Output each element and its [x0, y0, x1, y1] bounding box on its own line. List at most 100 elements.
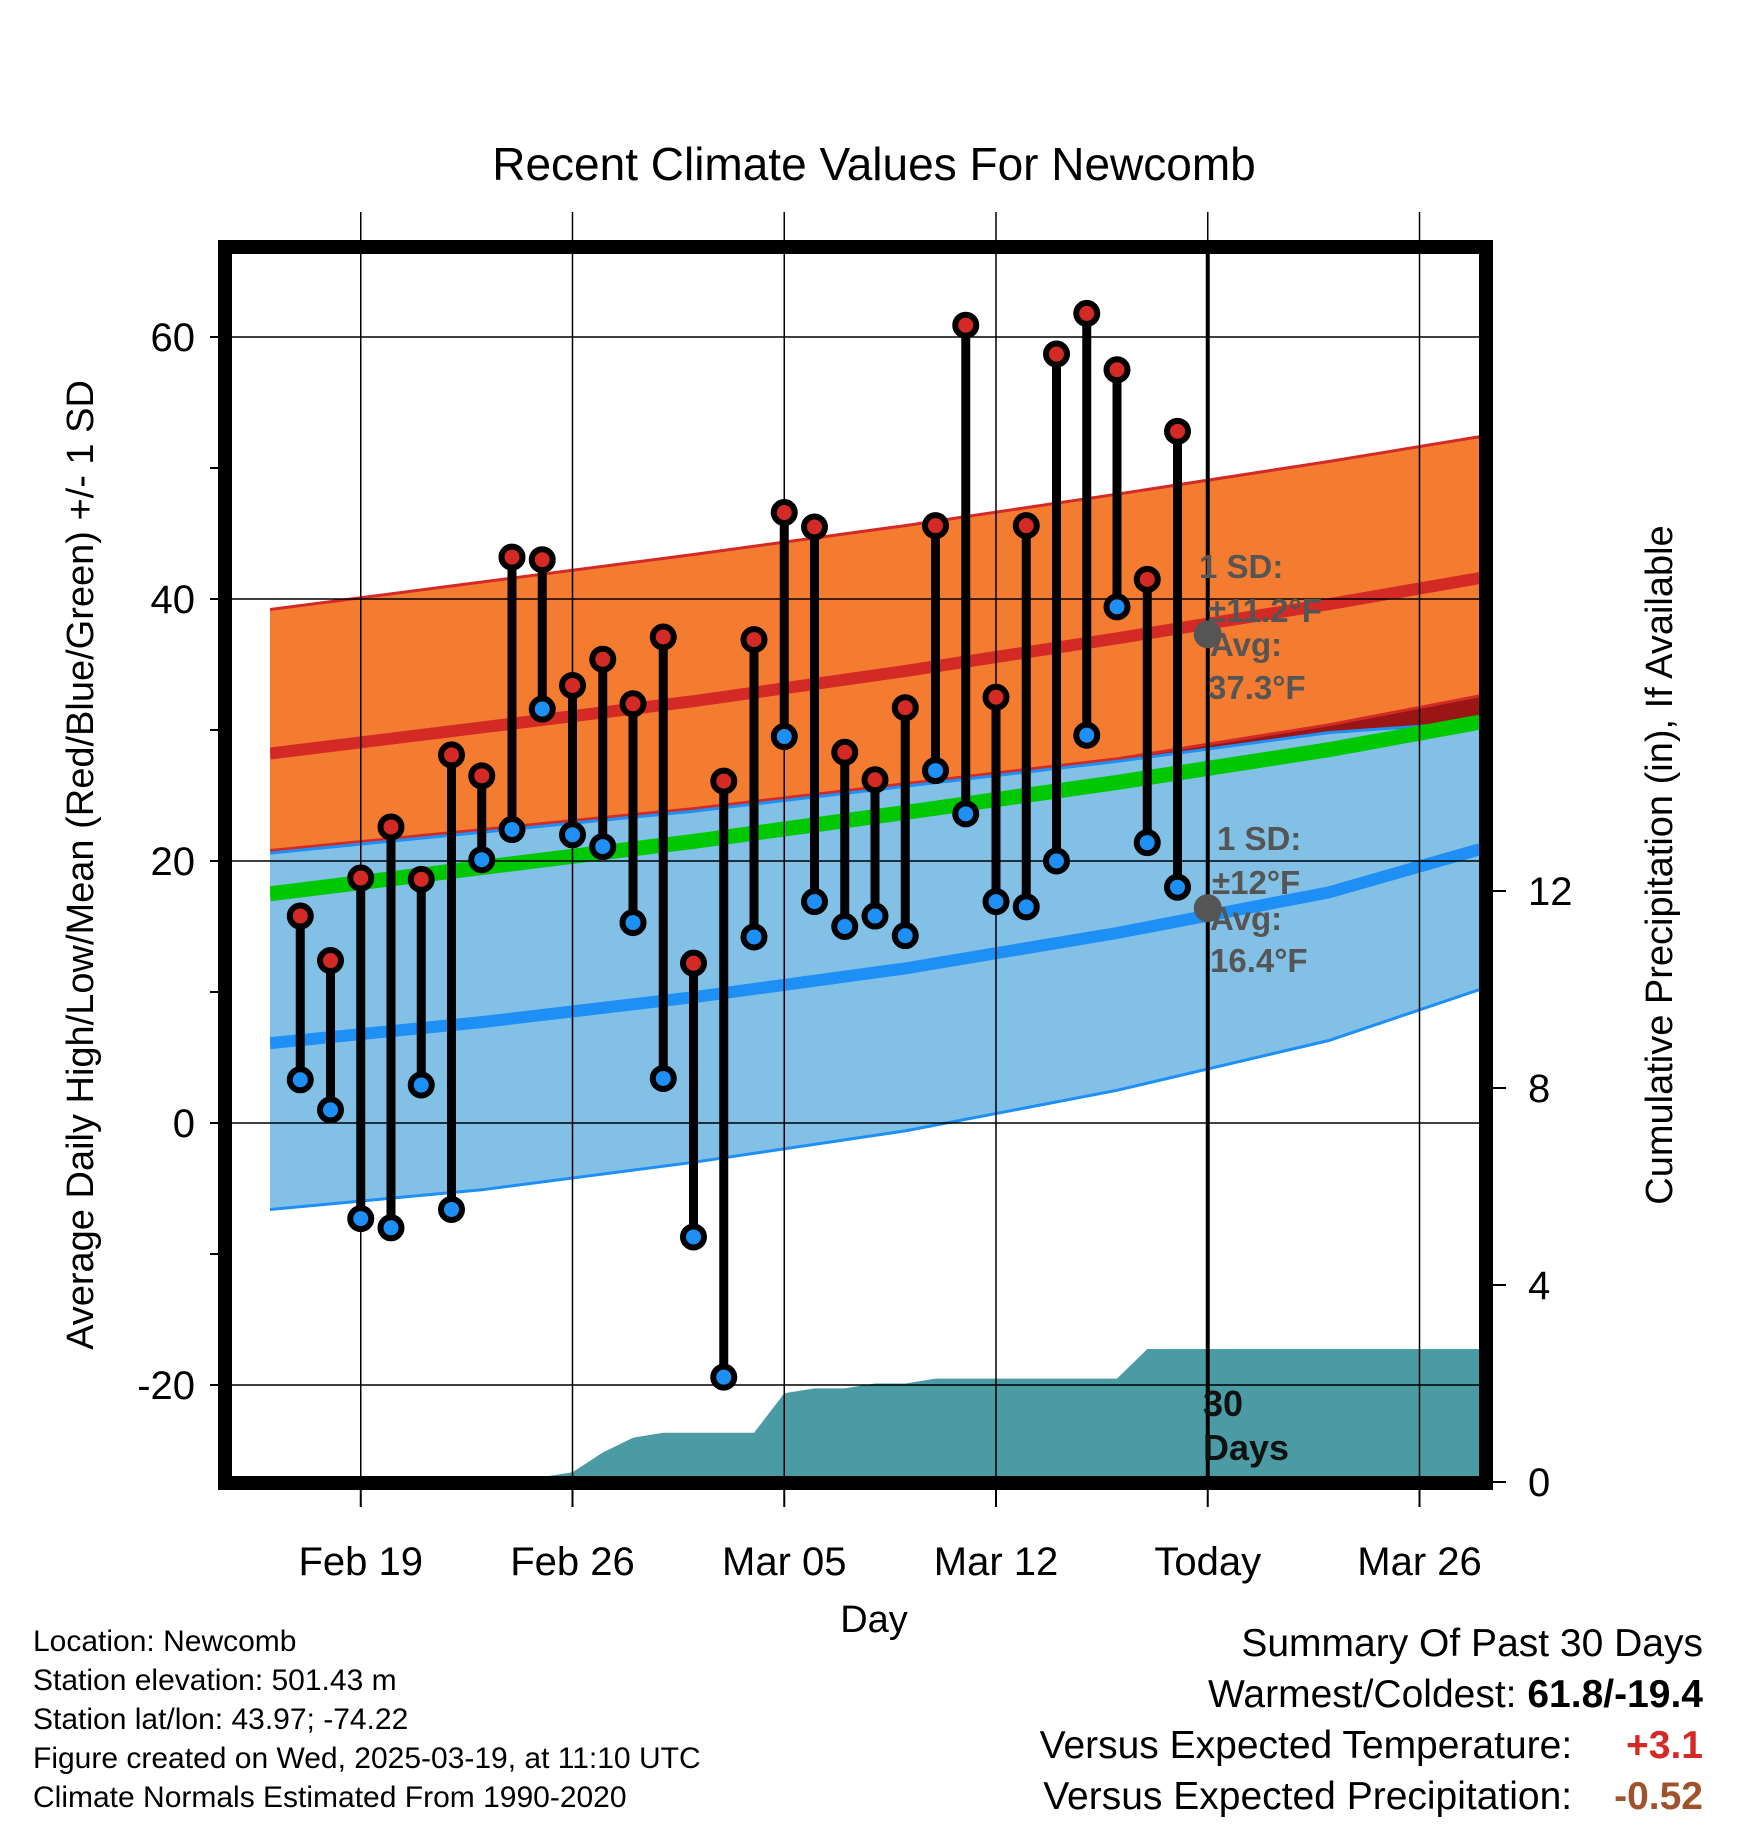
today-high-avg-marker: [1193, 620, 1222, 649]
x-tick-label: Mar 12: [934, 1540, 1059, 1584]
x-tick-label: Feb 26: [510, 1540, 635, 1584]
low-temp-point: [770, 723, 798, 751]
low-temp-point: [347, 1205, 375, 1233]
location-text: Location: Newcomb: [33, 1625, 297, 1658]
plot-frame: [218, 240, 1493, 1490]
latlon-text: Station lat/lon: 43.97; -74.22: [33, 1703, 409, 1736]
high-temp-point: [1103, 356, 1131, 384]
low-avg-label: Avg:: [1210, 900, 1282, 937]
low-temp-point: [407, 1071, 435, 1099]
y-tick-label: 40: [151, 578, 196, 622]
summary-precip: Versus Expected Precipitation: -0.52: [1040, 1771, 1703, 1822]
days-count-text: 30: [1203, 1383, 1243, 1424]
summary-temp: Versus Expected Temperature: +3.1: [1040, 1720, 1703, 1771]
low-temp-point: [377, 1214, 405, 1242]
station-info: Location: Newcomb Station elevation: 501…: [33, 1622, 701, 1817]
today-low-avg-marker: [1193, 894, 1222, 923]
high-temp-point: [377, 813, 405, 841]
warm-cold-label: Warmest/Coldest:: [1208, 1673, 1517, 1716]
low-temp-point: [286, 1066, 314, 1094]
low-sd-value: ±12°F: [1212, 864, 1300, 901]
summary-panel: Summary Of Past 30 Days Warmest/Coldest:…: [1040, 1618, 1703, 1822]
low-temp-point: [1073, 721, 1101, 749]
high-sd-upper-line: [270, 435, 1480, 611]
high-temp-point: [589, 645, 617, 673]
high-avg-value: 37.3°F: [1208, 669, 1306, 706]
high-temp-point: [347, 864, 375, 892]
summary-warm-cold: Warmest/Coldest: 61.8/-19.4: [1040, 1669, 1703, 1720]
elevation-text: Station elevation: 501.43 m: [33, 1664, 397, 1697]
low-temp-point: [952, 800, 980, 828]
high-temp-point: [468, 762, 496, 790]
high-sd-value: ±11.2°F: [1208, 592, 1322, 629]
low-temp-point: [861, 902, 889, 930]
high-temp-point: [891, 694, 919, 722]
chart-title: Recent Climate Values For Newcomb: [492, 138, 1256, 190]
y2-tick-label: 12: [1528, 870, 1573, 914]
high-temp-point: [1164, 417, 1191, 445]
low-temp-point: [559, 821, 586, 849]
y-tick-label: 0: [173, 1102, 195, 1146]
high-temp-point: [1043, 340, 1070, 368]
high-avg-line: [270, 572, 1480, 760]
low-temp-point: [740, 923, 768, 951]
high-temp-point: [559, 671, 586, 699]
high-temp-point: [982, 683, 1010, 711]
high-temp-point: [922, 512, 949, 540]
low-avg-line: [270, 843, 1480, 1050]
low-sd-label: 1 SD:: [1217, 820, 1301, 857]
y2-tick-label: 8: [1528, 1067, 1550, 1111]
high-temp-point: [801, 513, 828, 541]
low-temp-point: [498, 816, 526, 844]
warm-cold-value: 61.8/-19.4: [1527, 1673, 1703, 1716]
temp-label: Versus Expected Temperature:: [1039, 1724, 1573, 1767]
high-temp-point: [438, 741, 465, 769]
high-temp-point: [286, 902, 314, 930]
x-tick-label: Mar 26: [1357, 1540, 1482, 1584]
high-temp-point: [1133, 565, 1161, 593]
high-temp-point: [770, 499, 798, 527]
low-temp-point: [528, 695, 556, 723]
high-temp-point: [680, 949, 707, 977]
low-temp-point: [680, 1223, 707, 1251]
high-temp-point: [619, 690, 647, 718]
high-temp-point: [861, 766, 889, 794]
precip-area: [549, 1349, 1480, 1476]
high-temp-point: [317, 947, 344, 975]
low-temp-point: [1164, 873, 1191, 901]
y-tick-label: 60: [151, 316, 196, 360]
high-temp-point: [710, 767, 738, 795]
high-temp-point: [649, 623, 677, 651]
x-axis-title: Day: [840, 1599, 908, 1641]
low-temp-point: [619, 909, 647, 937]
low-temp-point: [1103, 593, 1131, 621]
high-temp-point: [1012, 512, 1040, 540]
days-unit-text: Days: [1203, 1427, 1289, 1468]
low-avg-value: 16.4°F: [1210, 942, 1308, 979]
low-sd-lower-line: [270, 987, 1480, 1211]
x-tick-label: Mar 05: [722, 1540, 847, 1584]
high-temp-point: [952, 311, 980, 339]
y2-tick-label: 0: [1528, 1461, 1550, 1505]
normals-text: Climate Normals Estimated From 1990-2020: [33, 1781, 627, 1814]
low-temp-point: [1043, 847, 1070, 875]
low-temp-point: [831, 913, 859, 940]
precip-value: -0.52: [1614, 1775, 1703, 1818]
summary-title: Summary Of Past 30 Days: [1241, 1622, 1703, 1665]
high-temp-point: [831, 738, 859, 766]
high-temp-point: [407, 865, 435, 893]
high-sd-label: 1 SD:: [1199, 548, 1283, 585]
x-tick-label: Feb 19: [298, 1540, 423, 1584]
low-temp-point: [468, 846, 496, 874]
created-text: Figure created on Wed, 2025-03-19, at 11…: [33, 1742, 701, 1775]
low-temp-point: [589, 833, 617, 861]
high-temp-point: [528, 546, 556, 574]
x-tick-label: Today: [1154, 1540, 1261, 1584]
y2-axis-title: Cumulative Precipitation (in), If Availa…: [1639, 525, 1681, 1204]
high-temp-point: [498, 543, 526, 571]
low-temp-point: [710, 1363, 738, 1391]
low-temp-point: [649, 1064, 677, 1092]
precip-label: Versus Expected Precipitation:: [1043, 1775, 1573, 1818]
